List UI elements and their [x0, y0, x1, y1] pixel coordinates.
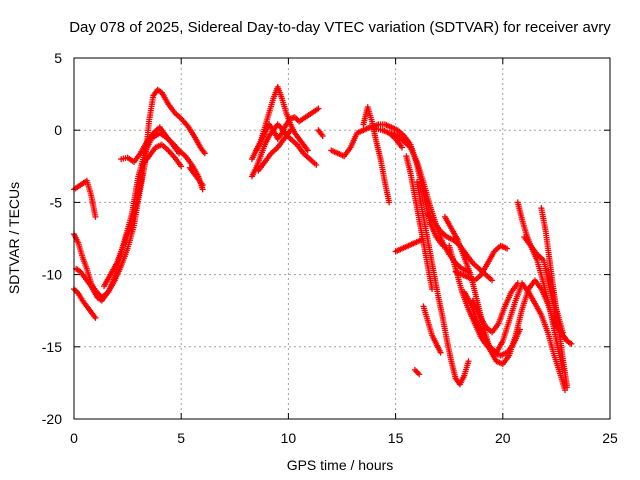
data-point-marker [465, 358, 472, 365]
data-markers [71, 83, 575, 394]
data-point-marker [437, 349, 444, 356]
series-track-1 [71, 177, 99, 218]
series-track-3 [71, 286, 98, 320]
data-point-marker [291, 114, 298, 121]
x-tick-label: 25 [602, 430, 618, 446]
data-point-marker [386, 199, 393, 206]
series-track-27 [461, 280, 568, 392]
data-point-marker [416, 371, 423, 378]
data-point-marker [287, 127, 294, 134]
data-point-marker [514, 280, 521, 287]
data-point-marker [504, 245, 511, 252]
series-track-22 [420, 303, 443, 354]
series-track-6 [118, 124, 181, 165]
series-track-16 [369, 121, 445, 247]
data-point-marker [92, 213, 99, 220]
data-point-marker [411, 366, 418, 373]
chart-title: Day 078 of 2025, Sidereal Day-to-day VTE… [69, 19, 611, 36]
data-point-marker [139, 170, 146, 177]
series-track-11 [253, 83, 310, 154]
x-tick-label: 20 [495, 430, 511, 446]
y-tick-label: 5 [54, 50, 62, 66]
series-track-18 [392, 237, 423, 255]
data-point-marker [564, 384, 571, 391]
data-point-marker [315, 105, 322, 112]
y-tick-label: -20 [42, 411, 62, 427]
x-tick-label: 10 [281, 430, 297, 446]
x-tick-label: 5 [177, 430, 185, 446]
series-track-12 [255, 128, 293, 174]
y-tick-label: -10 [42, 267, 62, 283]
series-track-26 [452, 242, 509, 284]
data-point-marker [201, 150, 208, 157]
data-point-marker [399, 144, 406, 151]
series-track-28 [469, 281, 520, 336]
data-point-marker [176, 150, 183, 157]
data-point-marker [178, 163, 185, 170]
series-track-20 [414, 179, 471, 388]
x-axis-label: GPS time / hours [287, 457, 394, 473]
y-tick-label: -15 [42, 339, 62, 355]
data-point-marker [414, 369, 421, 376]
y-axis-label: SDTVAR / TECUs [6, 182, 22, 294]
data-point-marker [199, 182, 206, 189]
series-track-8 [186, 164, 205, 187]
data-point-marker [489, 277, 496, 284]
data-point-marker [92, 314, 99, 321]
series-track-5 [101, 172, 146, 290]
data-point-marker [516, 326, 523, 333]
data-point-marker [72, 287, 79, 294]
y-tick-label: -5 [50, 194, 63, 210]
series-track-13 [315, 127, 325, 138]
x-tick-label: 0 [70, 430, 78, 446]
data-point-marker [319, 132, 326, 139]
x-tick-label: 15 [388, 430, 404, 446]
data-point-marker [568, 340, 575, 347]
data-point-marker [413, 368, 420, 375]
axis-ticks: 0 5 10 15 20 25 -20 -15 -10 -5 0 5 [42, 50, 618, 446]
series-track-15 [360, 104, 392, 204]
series-track-7 [139, 141, 183, 168]
data-point-marker [304, 147, 311, 154]
data-point-marker [313, 161, 320, 168]
plot-frame [73, 57, 611, 420]
y-tick-label: 0 [54, 122, 62, 138]
